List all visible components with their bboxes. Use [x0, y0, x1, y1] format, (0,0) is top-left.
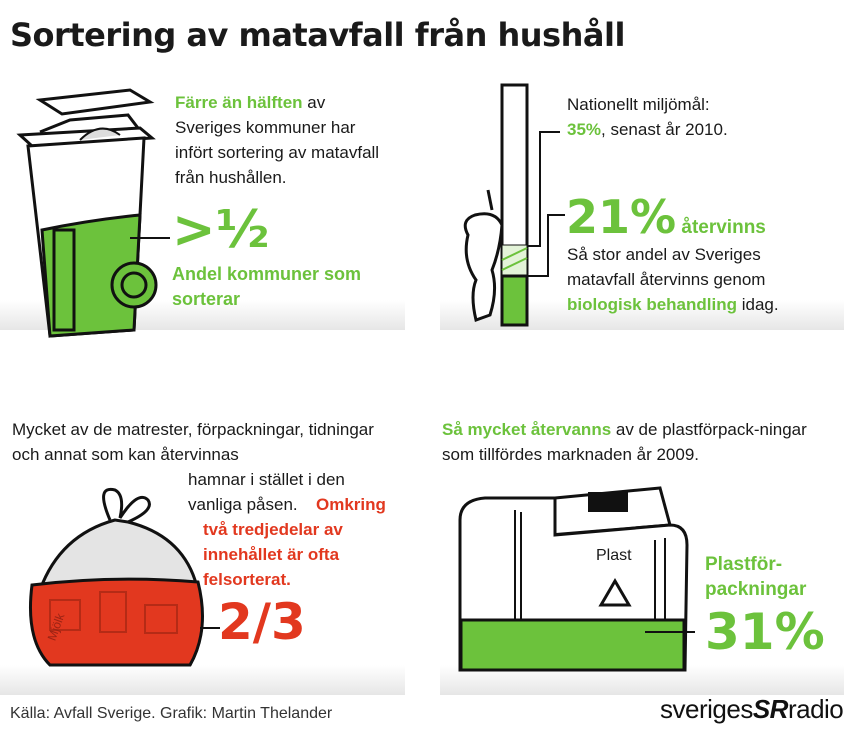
- panel4-stat-label: Plastför-packningar: [705, 554, 807, 600]
- panel2-desc: Så stor andel av Sveriges matavfall åter…: [567, 242, 832, 317]
- panel4-intro: Så mycket återvanns av de plastförpack-n…: [442, 417, 832, 467]
- logo-text-c: radio: [787, 694, 844, 724]
- panel2-goal-line1: Nationellt miljömål:: [567, 95, 710, 114]
- panel2-stat-suffix: återvinns: [676, 217, 766, 238]
- panel1-lead: Färre än hälften av Sveriges kommuner ha…: [175, 90, 395, 190]
- panel3-intro: Mycket av de matrester, förpackningar, t…: [12, 420, 374, 464]
- panel2-goal-rest: , senast år 2010.: [601, 120, 728, 139]
- panel2-goal: Nationellt miljömål: 35%, senast år 2010…: [567, 92, 837, 142]
- bar-gauge-illustration: [463, 83, 565, 327]
- panel2-stat: 21%: [566, 190, 677, 244]
- panel2-stat-row: 21% återvinns: [566, 190, 766, 244]
- logo-text-b: SR: [752, 694, 789, 724]
- panel1-lead-text: av Sveriges kommuner har infört sorterin…: [175, 93, 380, 187]
- ground-shadow: [0, 665, 405, 695]
- logo-text-a: sveriges: [660, 694, 753, 724]
- panel3-red-text: Omkring två tredjedelar av innehållet är…: [203, 495, 386, 589]
- panel1-stat: >½: [172, 200, 270, 260]
- panel1-stat-label: Andel kommuner som sorterar: [172, 264, 362, 309]
- plastic-bin-illustration: [458, 486, 695, 672]
- sveriges-radio-logo: sverigesSRradio: [660, 694, 844, 725]
- panel2-desc-suffix: idag.: [737, 295, 779, 314]
- panel3-stat: 2/3: [218, 593, 306, 651]
- panel2-goal-pct: 35%: [567, 120, 602, 139]
- panel2-desc-prefix: Så stor andel av Sveriges matavfall åter…: [567, 245, 766, 289]
- source-credit: Källa: Avfall Sverige. Grafik: Martin Th…: [10, 705, 333, 722]
- compost-bin-illustration: [16, 88, 170, 338]
- panel4-intro-green: Så mycket återvanns: [442, 420, 612, 439]
- panel2-desc-green: biologisk behandling: [567, 295, 737, 314]
- trash-bag-illustration: [28, 487, 220, 667]
- panel4-intro-text: av de plastförpack-ningar som tillfördes…: [442, 420, 807, 464]
- panel3-intro2: hamnar i stället i den vanliga påsen.: [188, 470, 345, 514]
- page-title: Sortering av matavfall från hushåll: [10, 16, 625, 54]
- bin-label: Plast: [596, 547, 632, 564]
- panel4-stat: 31%: [705, 603, 825, 661]
- panel1-lead-green: Färre än hälften: [175, 93, 303, 112]
